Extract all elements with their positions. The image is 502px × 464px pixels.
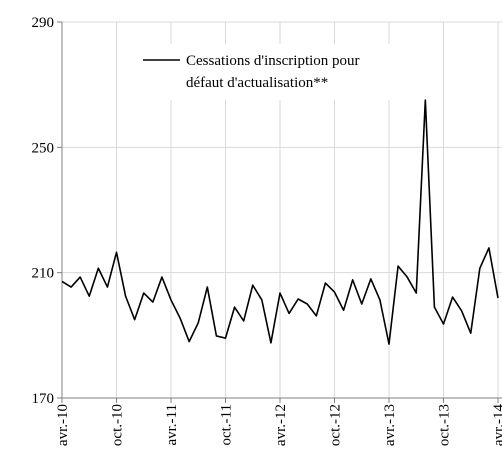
legend-box	[140, 44, 420, 100]
legend-label: Cessations d'inscription pour défaut d'ac…	[186, 53, 360, 91]
y-tick-label: 170	[32, 391, 55, 407]
y-tick-label: 290	[32, 15, 55, 31]
x-tick-label: oct.-12	[328, 404, 344, 446]
x-tick-label: oct.-11	[219, 404, 235, 446]
x-tick-label: avr.-10	[55, 404, 71, 446]
x-tick-label: avr.-12	[273, 404, 289, 446]
data-line	[61, 99, 499, 345]
x-tick-label: avr.-14	[491, 404, 502, 447]
x-tick-label: avr.-11	[164, 404, 180, 446]
x-tick-label: oct.-13	[437, 404, 453, 446]
x-tick-label: avr.-13	[382, 404, 398, 446]
y-tick-label: 250	[32, 140, 55, 156]
x-tick-label: oct.-10	[110, 404, 126, 446]
y-tick-label: 210	[32, 266, 55, 282]
